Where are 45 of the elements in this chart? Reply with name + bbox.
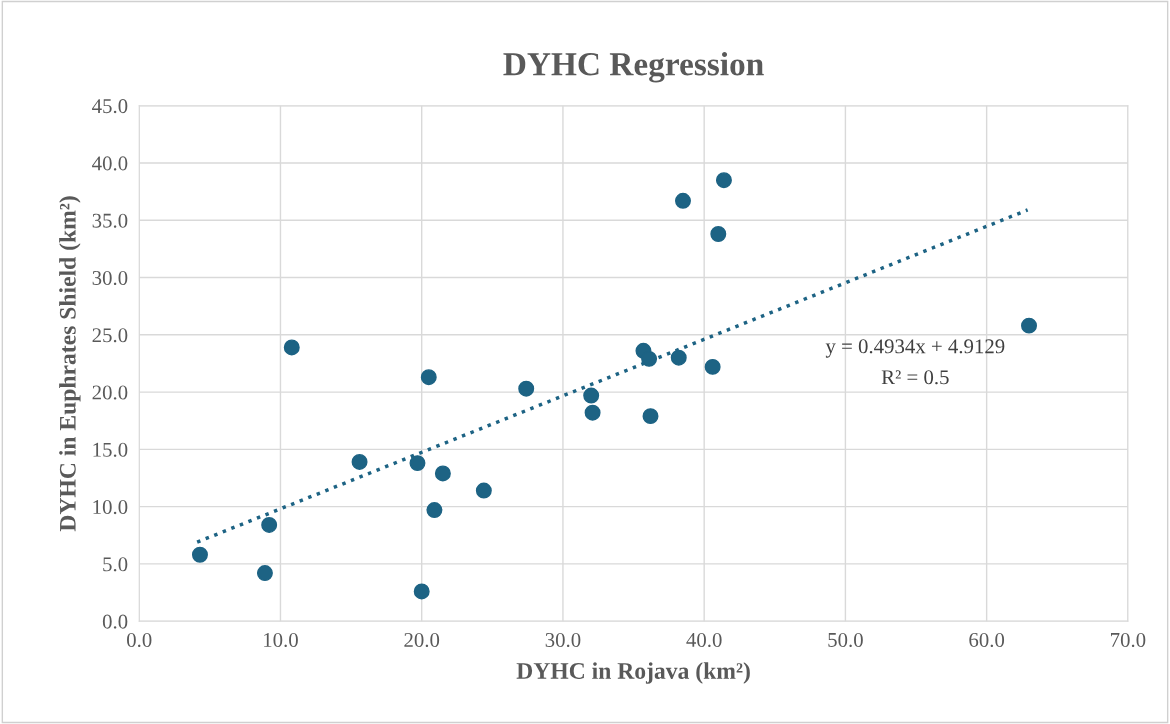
annotation: y = 0.4934x + 4.9129 xyxy=(825,339,1005,358)
chart-title: DYHC Regression xyxy=(503,52,764,83)
point xyxy=(434,465,451,482)
y-tick-label: 5.0 xyxy=(103,557,128,572)
x-tick-label: 30.0 xyxy=(545,632,581,648)
point xyxy=(351,453,368,470)
point xyxy=(641,350,658,367)
point xyxy=(1021,317,1037,334)
point xyxy=(426,502,443,519)
x-tick-label: 60.0 xyxy=(969,632,1005,648)
point xyxy=(518,380,535,397)
y-tick-label: 30.0 xyxy=(92,270,128,286)
point xyxy=(191,546,208,563)
y-tick-label: 0.0 xyxy=(102,614,128,629)
x-tick-label: 50.0 xyxy=(828,632,863,648)
x-tick-label: 40.0 xyxy=(686,632,722,648)
point xyxy=(420,369,437,386)
point xyxy=(642,408,659,425)
y-tick-label: 10.0 xyxy=(93,500,128,515)
point xyxy=(261,516,278,533)
y-tick-label: 15.0 xyxy=(93,442,128,457)
annotation: R² = 0.5 xyxy=(881,370,949,385)
y-tick-label: 35.0 xyxy=(92,213,128,228)
y-tick-label: 20.0 xyxy=(92,385,128,400)
point xyxy=(675,192,691,209)
point xyxy=(409,455,426,472)
point xyxy=(413,583,430,600)
x-tick-label: 0.0 xyxy=(127,632,152,648)
point xyxy=(715,172,732,189)
x-axis-title: DYHC in Rojava (km²) xyxy=(516,662,750,684)
point xyxy=(283,339,300,356)
point xyxy=(704,358,721,375)
y-axis-title: DYHC in Euphrates Shield (km²) xyxy=(59,196,81,532)
point xyxy=(584,404,601,421)
point xyxy=(710,226,727,242)
y-tick-label: 25.0 xyxy=(92,328,128,343)
point xyxy=(475,482,492,499)
point xyxy=(670,349,687,366)
x-tick-label: 10.0 xyxy=(264,632,298,648)
point xyxy=(256,565,273,582)
x-tick-label: 70.0 xyxy=(1111,632,1146,648)
y-tick-label: 40.0 xyxy=(92,156,128,171)
point xyxy=(583,387,600,404)
x-tick-label: 20.0 xyxy=(404,632,440,648)
y-tick-label: 45.0 xyxy=(92,99,128,114)
